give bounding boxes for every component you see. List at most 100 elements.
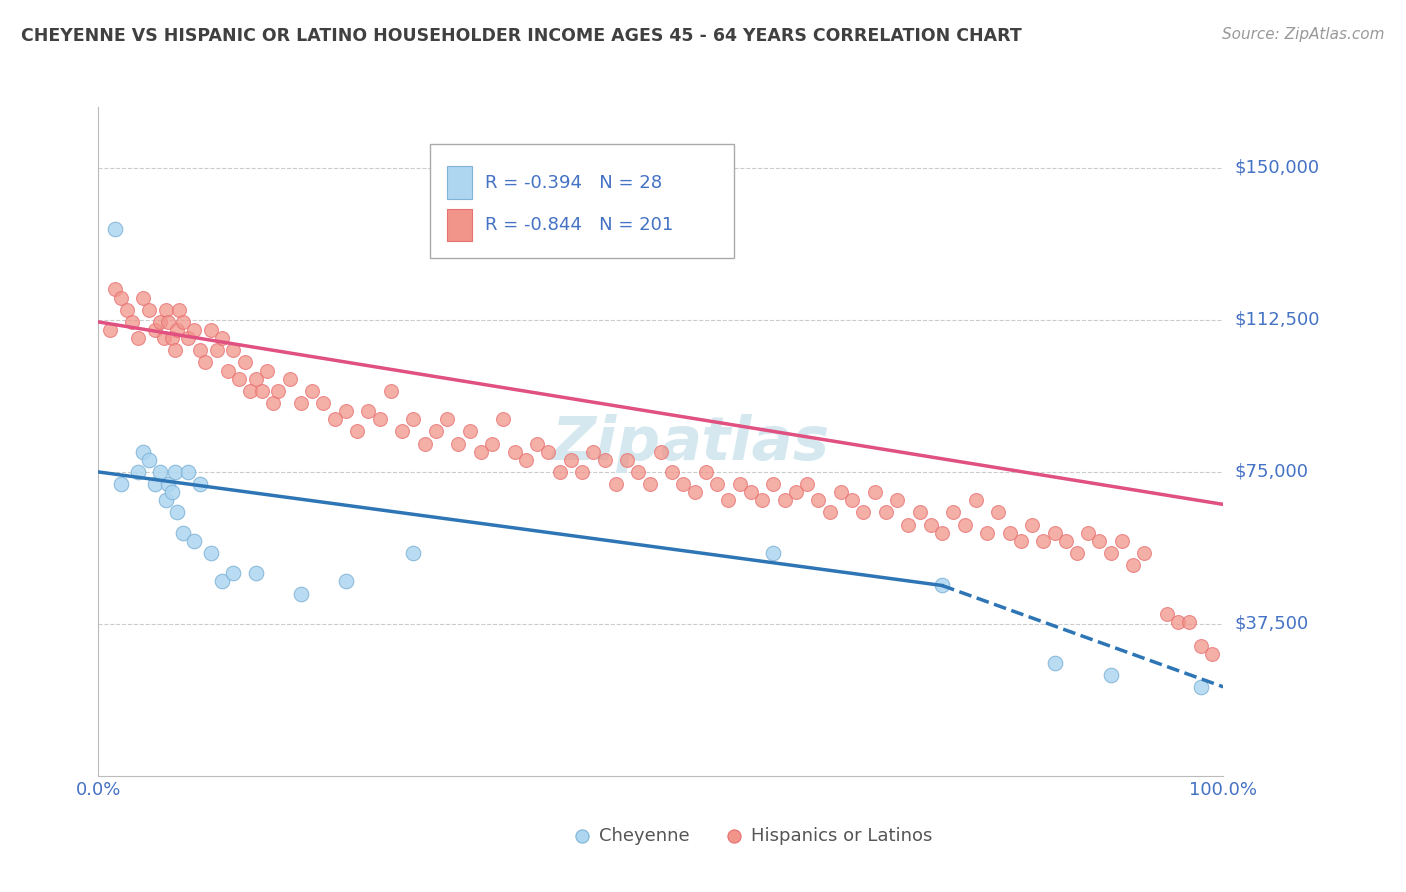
Point: [425, 425, 447, 439]
Point: [132, 291, 155, 305]
Point: [1032, 533, 1054, 548]
Bar: [447, 167, 472, 199]
Point: [301, 384, 323, 398]
Text: Source: ZipAtlas.com: Source: ZipAtlas.com: [1222, 27, 1385, 42]
Point: [897, 517, 920, 532]
Point: [492, 412, 515, 426]
Point: [163, 465, 186, 479]
Point: [875, 506, 897, 520]
Point: [149, 315, 172, 329]
Point: [160, 485, 183, 500]
Point: [256, 363, 278, 377]
Point: [127, 465, 149, 479]
Point: [1178, 615, 1201, 629]
Point: [357, 404, 380, 418]
Point: [250, 384, 273, 398]
Point: [177, 465, 200, 479]
Point: [205, 343, 228, 358]
Point: [976, 525, 998, 540]
Point: [638, 477, 661, 491]
Point: [127, 331, 149, 345]
Point: [1043, 656, 1066, 670]
Point: [239, 384, 262, 398]
Point: [163, 343, 186, 358]
Point: [104, 283, 127, 297]
Point: [931, 578, 953, 592]
Point: [818, 506, 841, 520]
Point: [1043, 525, 1066, 540]
Point: [830, 485, 852, 500]
Point: [132, 444, 155, 458]
Point: [166, 323, 188, 337]
Point: [233, 355, 256, 369]
Point: [920, 517, 942, 532]
Point: [695, 465, 717, 479]
Point: [143, 477, 166, 491]
Point: [267, 384, 290, 398]
Point: [627, 465, 650, 479]
Point: [785, 485, 807, 500]
Point: [908, 506, 931, 520]
Point: [346, 425, 368, 439]
Point: [1010, 533, 1032, 548]
Point: [155, 493, 177, 508]
Point: [841, 493, 863, 508]
Point: [172, 315, 194, 329]
Point: [560, 452, 582, 467]
Point: [157, 477, 180, 491]
Point: [1021, 517, 1043, 532]
Point: [413, 436, 436, 450]
Text: Hispanics or Latinos: Hispanics or Latinos: [751, 827, 932, 846]
Point: [796, 477, 818, 491]
Point: [200, 546, 222, 560]
Point: [942, 506, 965, 520]
Point: [152, 331, 174, 345]
Point: [436, 412, 458, 426]
Point: [1122, 558, 1144, 573]
Text: Zip: Zip: [551, 414, 661, 473]
Point: [515, 452, 537, 467]
Point: [149, 465, 172, 479]
Point: [807, 493, 830, 508]
Point: [402, 546, 425, 560]
Text: atlas: atlas: [661, 414, 830, 473]
Point: [335, 404, 357, 418]
Point: [998, 525, 1021, 540]
Point: [245, 372, 267, 386]
Point: [470, 444, 492, 458]
Point: [290, 396, 312, 410]
Point: [222, 343, 245, 358]
Point: [582, 444, 605, 458]
Text: R = -0.394   N = 28: R = -0.394 N = 28: [485, 174, 662, 192]
Point: [605, 477, 627, 491]
Point: [650, 444, 672, 458]
Text: Cheyenne: Cheyenne: [599, 827, 689, 846]
Point: [886, 493, 908, 508]
Point: [1099, 546, 1122, 560]
Point: [155, 302, 177, 317]
Point: [762, 546, 785, 560]
Point: [380, 384, 402, 398]
Point: [200, 323, 222, 337]
Point: [157, 315, 180, 329]
Point: [166, 506, 188, 520]
Point: [211, 331, 233, 345]
Text: $37,500: $37,500: [1234, 615, 1309, 633]
Point: [323, 412, 346, 426]
Point: [188, 477, 211, 491]
Point: [751, 493, 773, 508]
Point: [262, 396, 284, 410]
Point: [537, 444, 560, 458]
Point: [526, 436, 548, 450]
Point: [194, 355, 217, 369]
Point: [138, 452, 160, 467]
Point: [188, 343, 211, 358]
Point: [104, 221, 127, 235]
Point: [98, 323, 121, 337]
Point: [228, 372, 250, 386]
Text: $150,000: $150,000: [1234, 159, 1320, 177]
Point: [402, 412, 425, 426]
Point: [931, 525, 953, 540]
Point: [1133, 546, 1156, 560]
Text: CHEYENNE VS HISPANIC OR LATINO HOUSEHOLDER INCOME AGES 45 - 64 YEARS CORRELATION: CHEYENNE VS HISPANIC OR LATINO HOUSEHOLD…: [21, 27, 1022, 45]
